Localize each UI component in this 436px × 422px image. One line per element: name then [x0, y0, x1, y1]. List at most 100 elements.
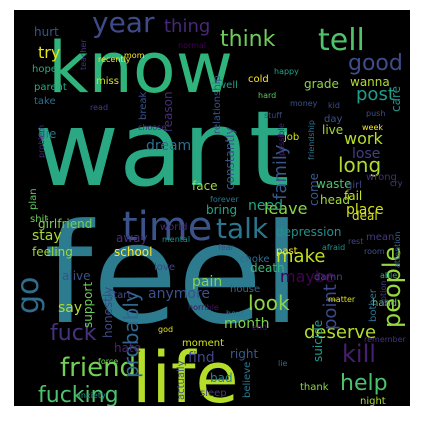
- cloud-word-anymore: anymore: [148, 286, 210, 302]
- cloud-word-option: option: [379, 281, 388, 306]
- cloud-word-mom: mom: [124, 51, 145, 60]
- cloud-word-stay: stay: [32, 228, 62, 244]
- cloud-word-death: death: [250, 261, 285, 275]
- cloud-word-care: care: [389, 86, 403, 112]
- cloud-word-right: right: [230, 347, 258, 361]
- cloud-word-shit: shit: [30, 214, 48, 225]
- cloud-word-help: help: [340, 371, 388, 396]
- cloud-word-wrong: wrong: [366, 172, 397, 183]
- cloud-word-love: love: [154, 262, 175, 273]
- cloud-word-lie: lie: [278, 359, 287, 368]
- cloud-word-people: people: [378, 247, 406, 328]
- cloud-word-past: past: [276, 246, 298, 257]
- cloud-word-life: life: [132, 337, 239, 406]
- cloud-word-hand: hand: [372, 298, 397, 309]
- cloud-word-make: make: [276, 246, 325, 267]
- cloud-word-fucking: fucking: [38, 383, 119, 406]
- cloud-word-thank: thank: [300, 382, 329, 393]
- cloud-word-deserve: deserve: [304, 322, 376, 343]
- cloud-word-able: able: [380, 271, 397, 280]
- cloud-word-waste: waste: [316, 177, 352, 191]
- cloud-word-live: live: [322, 123, 343, 137]
- cloud-word-work: work: [344, 129, 383, 148]
- cloud-word-hard: hard: [258, 91, 276, 100]
- cloud-word-pain: pain: [192, 274, 222, 290]
- cloud-word-long: long: [338, 153, 381, 177]
- cloud-word-fear: fear: [218, 243, 235, 252]
- cloud-word-post: post: [356, 84, 395, 105]
- cloud-word-wanna: wanna: [350, 75, 390, 89]
- cloud-word-year: year: [92, 10, 155, 39]
- cloud-word-good: good: [348, 51, 403, 76]
- cloud-word-friendship: friendship: [307, 120, 316, 160]
- cloud-word-honestly: honestly: [101, 287, 115, 338]
- cloud-word-miss: miss: [96, 76, 119, 87]
- cloud-word-happy: happy: [274, 67, 299, 76]
- cloud-word-try: try: [38, 43, 60, 62]
- cloud-word-place: place: [346, 202, 384, 218]
- cloud-word-hate: hate: [114, 341, 141, 355]
- cloud-word-know: know: [48, 27, 233, 109]
- cloud-word-face: face: [192, 179, 218, 193]
- cloud-word-plan: plan: [28, 188, 39, 210]
- cloud-word-read: read: [90, 103, 108, 112]
- cloud-word-time: time: [122, 204, 212, 250]
- cloud-word-rest: rest: [348, 237, 363, 246]
- cloud-word-end: end: [252, 323, 267, 332]
- cloud-word-recently: recently: [98, 55, 131, 64]
- cloud-word-head: head: [320, 193, 350, 207]
- cloud-word-force: force: [98, 357, 118, 366]
- cloud-word-cold: cold: [248, 74, 269, 85]
- cloud-word-come: come: [307, 173, 321, 206]
- cloud-word-bring: bring: [206, 203, 237, 217]
- cloud-word-away: away: [116, 231, 148, 245]
- cloud-word-remember: remember: [364, 335, 407, 344]
- cloud-word-push: push: [366, 109, 385, 118]
- cloud-word-forever: forever: [210, 195, 239, 204]
- cloud-word-feeling: feeling: [32, 245, 73, 259]
- cloud-word-month: month: [224, 316, 269, 332]
- cloud-word-lose: lose: [352, 146, 380, 162]
- cloud-word-cry: cry: [390, 179, 403, 188]
- cloud-word-feel: feel: [44, 194, 301, 355]
- cloud-word-horrible: horrible: [188, 303, 219, 312]
- cloud-word-normal: normal: [178, 41, 206, 50]
- cloud-word-well: well: [218, 80, 238, 91]
- cloud-word-kid: kid: [328, 101, 340, 110]
- cloud-word-deal: deal: [352, 209, 378, 223]
- cloud-word-grade: grade: [304, 77, 339, 91]
- word-cloud: feel want know life time tell think year good fri…: [14, 10, 410, 406]
- cloud-word-choose: choose: [138, 123, 166, 132]
- cloud-word-point: point: [320, 284, 341, 330]
- cloud-word-need: need: [248, 198, 283, 214]
- cloud-word-school: school: [114, 245, 152, 259]
- cloud-word-want: want: [34, 88, 289, 210]
- cloud-word-depression: depression: [276, 225, 341, 239]
- cloud-word-week: week: [362, 123, 383, 132]
- cloud-word-world: world: [160, 222, 188, 233]
- cloud-word-teacher: teacher: [79, 39, 88, 70]
- cloud-word-girl: girl: [346, 180, 362, 191]
- cloud-word-bad: bad: [210, 371, 233, 385]
- cloud-word-mean: mean: [366, 232, 394, 243]
- cloud-word-look: look: [248, 291, 290, 315]
- cloud-word-bother: bother: [368, 288, 379, 322]
- cloud-word-hope: hope: [32, 64, 57, 75]
- cloud-word-money: money: [290, 99, 318, 108]
- cloud-word-hour: hour: [226, 309, 245, 318]
- cloud-word-dream: dream: [146, 138, 191, 154]
- cloud-word-take: take: [34, 96, 56, 107]
- cloud-word-tell: tell: [318, 23, 365, 58]
- cloud-word-die: die: [38, 127, 56, 141]
- cloud-word-leave: leave: [264, 199, 307, 218]
- cloud-word-friend: friend: [60, 353, 136, 383]
- cloud-word-constantly: constantly: [223, 127, 237, 190]
- cloud-word-night: night: [360, 396, 386, 406]
- cloud-word-probably: probably: [119, 290, 143, 378]
- cloud-word-actually: actually: [176, 360, 187, 400]
- cloud-word-start: start: [108, 290, 131, 301]
- cloud-word-relationship: relationship: [212, 75, 223, 134]
- cloud-word-hurt: hurt: [34, 25, 59, 39]
- cloud-word-mental: mental: [162, 235, 190, 244]
